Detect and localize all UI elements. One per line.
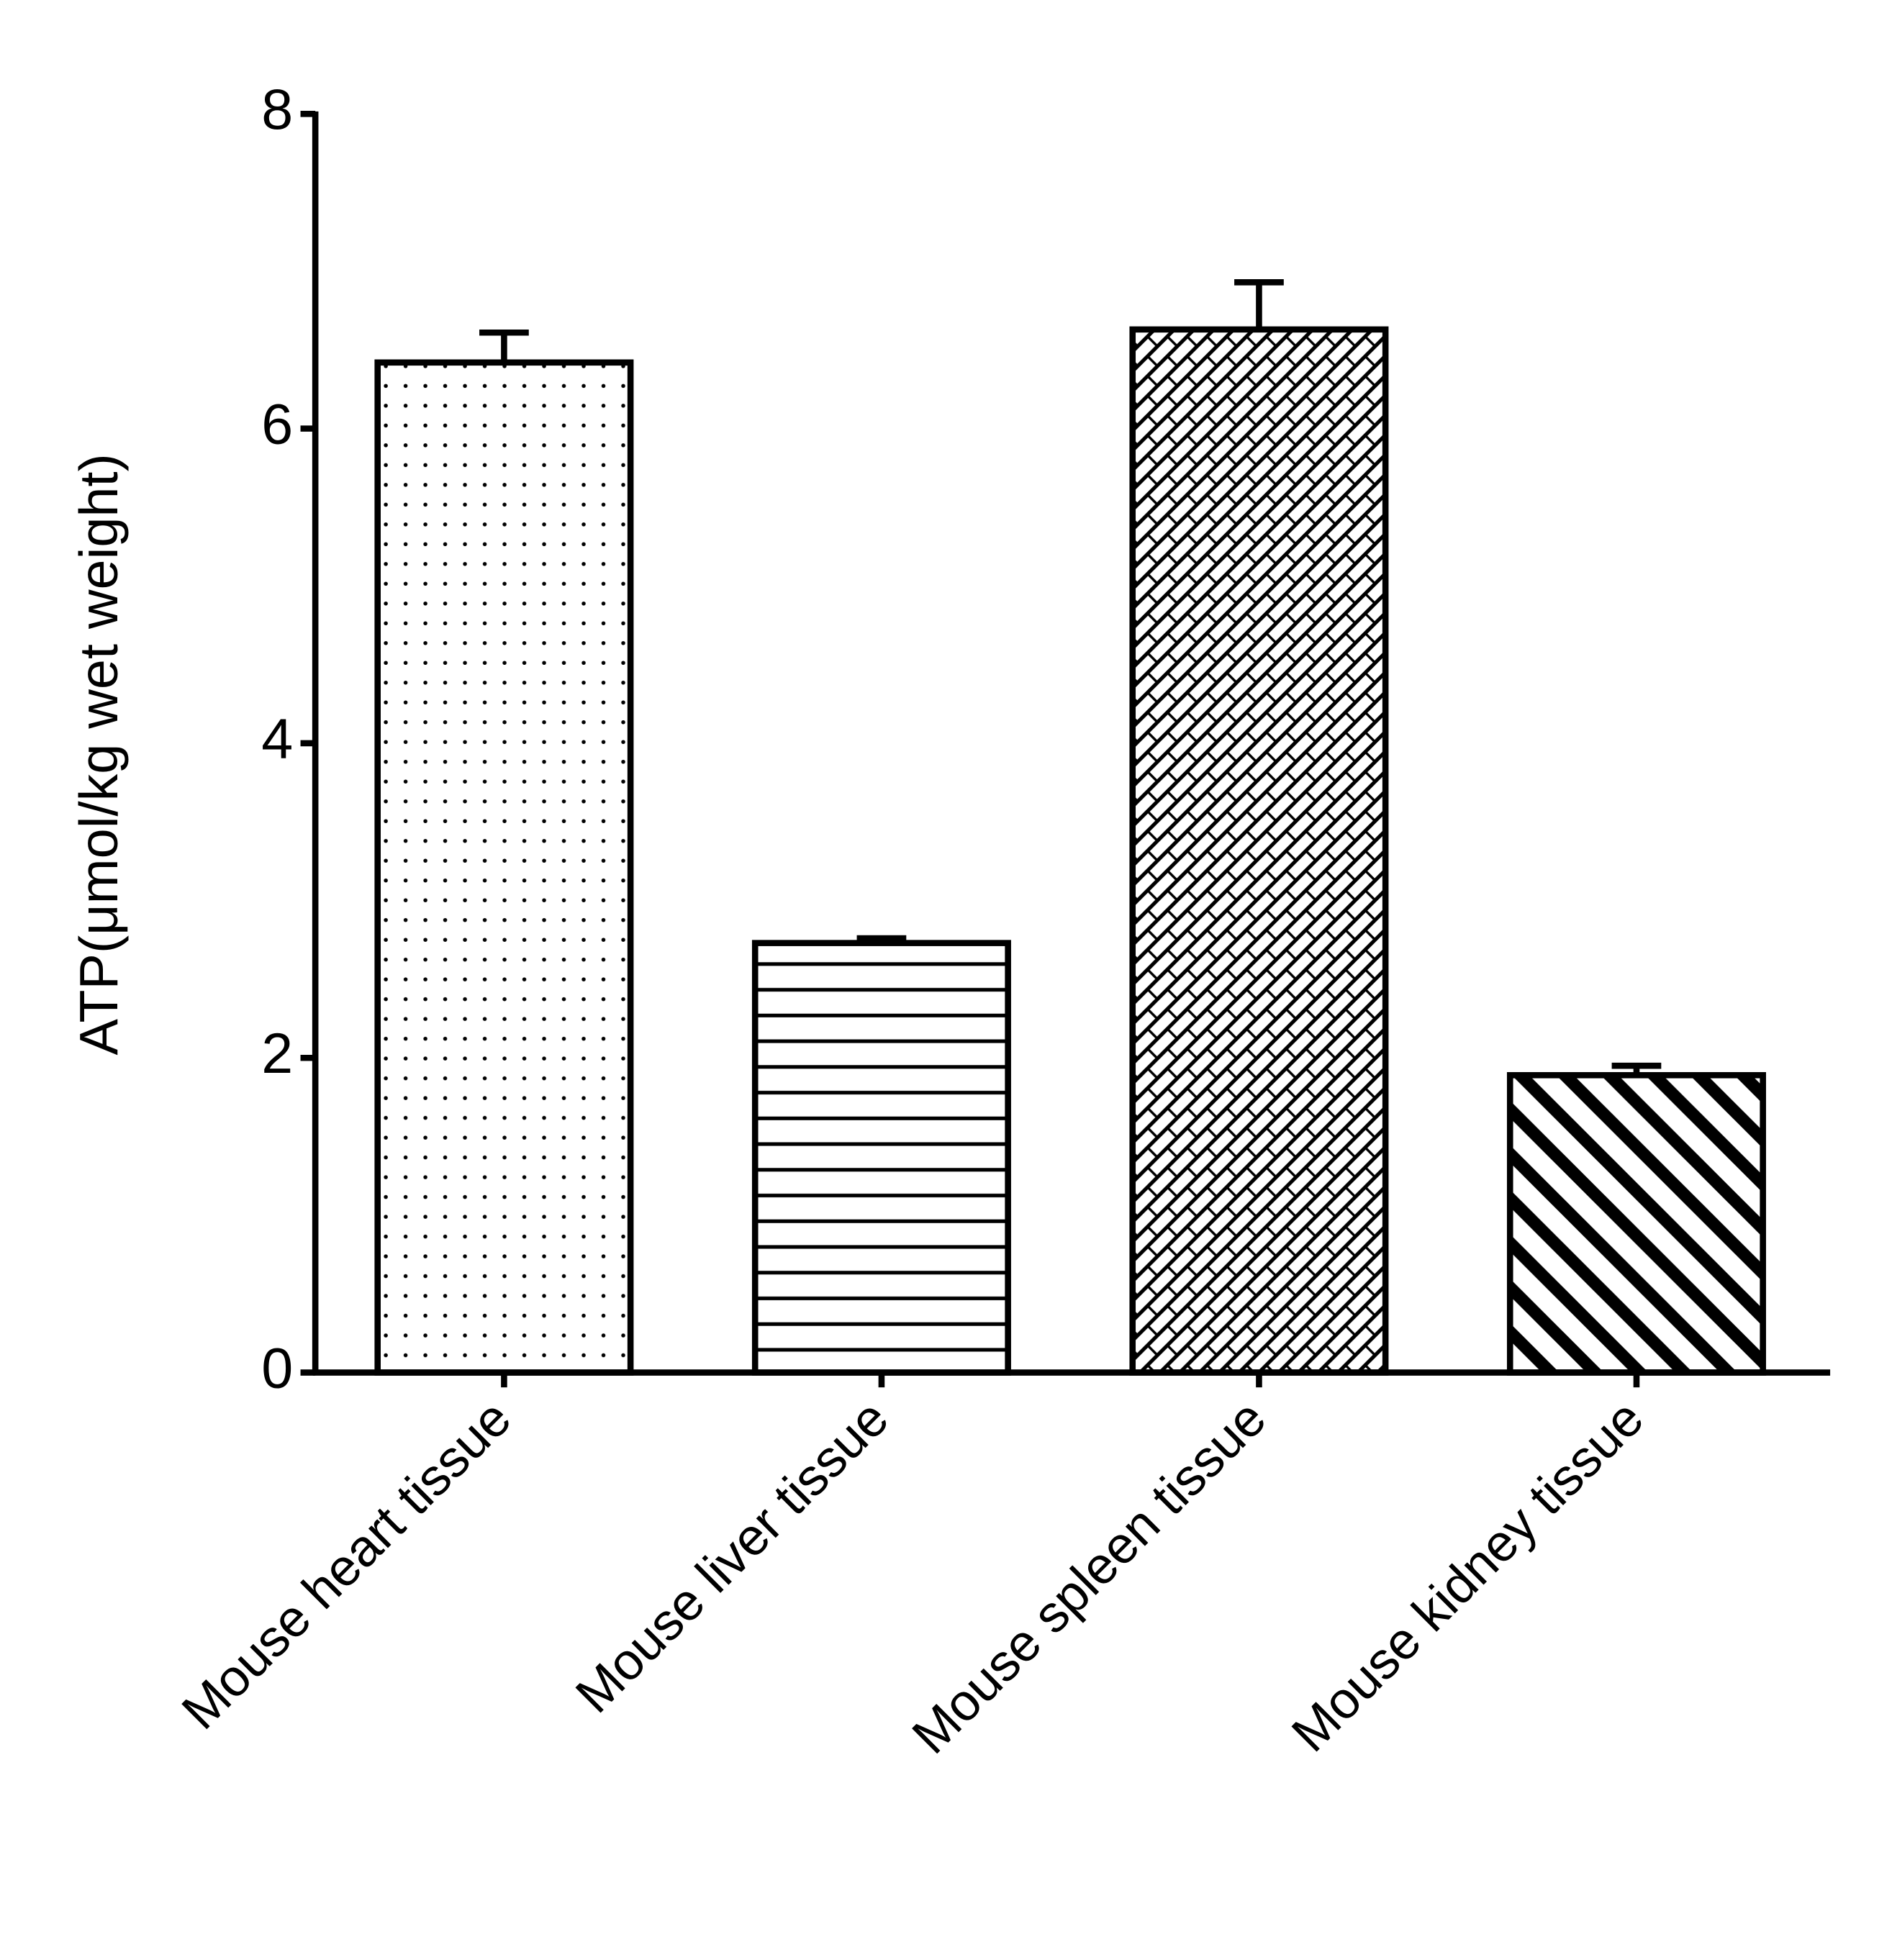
bar (374, 359, 634, 1376)
bar (751, 940, 1011, 1376)
x-tick-label: Mouse spleen tissue (902, 1389, 1277, 1765)
x-tick-label: Mouse heart tissue (171, 1389, 522, 1741)
y-tick-label: 8 (261, 77, 293, 141)
x-tick-label: Mouse kidney tissue (1281, 1389, 1655, 1763)
y-tick-label: 2 (261, 1021, 293, 1085)
bar (1506, 1072, 1766, 1376)
x-tick-label: Mouse liver tissue (565, 1389, 900, 1724)
bar (1129, 326, 1389, 1376)
y-axis-label: ATP(μmol/kg wet weight) (69, 453, 130, 1055)
y-tick-label: 0 (261, 1335, 293, 1399)
y-tick-label: 4 (261, 707, 293, 771)
y-tick-label: 6 (261, 392, 293, 456)
